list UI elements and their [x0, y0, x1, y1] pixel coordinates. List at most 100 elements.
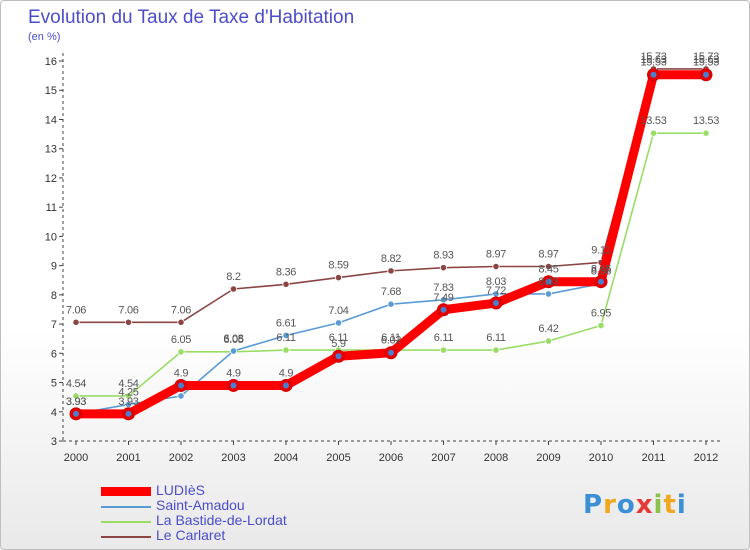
x-tick-label: 2002: [169, 452, 193, 464]
legend-swatch: [101, 487, 151, 496]
data-label: 7.06: [118, 304, 138, 316]
data-label: 8.03: [486, 276, 506, 288]
data-point: [492, 346, 500, 354]
proxiti-logo: Proxiti: [583, 490, 687, 520]
chart-title: Evolution du Taux de Taxe d'Habitation: [28, 7, 355, 28]
data-point: [177, 348, 185, 356]
data-label: 6.08: [223, 333, 243, 345]
legend-swatch: [101, 521, 151, 523]
data-label: 8.93: [433, 250, 453, 262]
data-point: [282, 331, 290, 340]
data-label: 8.2: [226, 271, 241, 283]
y-tick-label: 16: [45, 56, 57, 68]
data-label: 6.42: [538, 323, 558, 335]
y-tick-label: 5: [51, 378, 57, 390]
y-tick-label: 8: [51, 290, 57, 302]
data-point-center: [388, 349, 394, 356]
data-label: 6.11: [381, 332, 401, 344]
data-point: [597, 321, 605, 330]
data-point: [72, 392, 80, 400]
data-label: 8.82: [381, 253, 401, 265]
data-point-center: [73, 410, 79, 417]
data-point: [334, 273, 343, 282]
data-label: 6.05: [223, 334, 243, 346]
unit-label: (en %): [28, 31, 61, 43]
data-label: 6.61: [276, 317, 296, 329]
data-point: [439, 296, 448, 304]
x-tick-label: 2001: [116, 452, 140, 464]
data-label: 4.9: [174, 367, 189, 379]
data-label: 13.53: [693, 115, 719, 127]
data-label: 4.9: [226, 367, 241, 379]
data-point: [439, 264, 448, 272]
data-point: [282, 280, 290, 288]
y-tick-label: 11: [46, 202, 57, 214]
data-label: 8.59: [328, 260, 348, 272]
data-point: [124, 318, 133, 326]
legend-swatch: [101, 506, 151, 508]
legend-swatch: [101, 536, 151, 538]
data-point: [282, 346, 290, 354]
logo-letter: x: [635, 490, 654, 520]
data-label: 7.72: [486, 285, 506, 297]
data-point: [177, 318, 185, 326]
x-tick-label: 2000: [64, 452, 88, 464]
x-tick-label: 2008: [484, 452, 508, 464]
data-label: 6.11: [329, 332, 349, 344]
data-point: [229, 347, 238, 355]
x-tick-label: 2005: [326, 452, 350, 464]
data-point: [177, 392, 185, 400]
y-tick-label: 15: [45, 85, 57, 97]
data-label: 6.11: [486, 332, 506, 344]
y-tick-label: 4: [51, 407, 57, 419]
x-tick-label: 2009: [536, 452, 560, 464]
logo-letter: o: [616, 490, 636, 520]
data-label: 3.93: [66, 396, 86, 408]
x-tick-label: 2003: [221, 452, 245, 464]
data-label: 15.73: [693, 51, 719, 63]
data-label: 6.11: [434, 332, 454, 344]
data-point: [649, 129, 658, 137]
data-label: 13.53: [640, 115, 666, 127]
y-tick-label: 9: [51, 261, 57, 273]
data-point-center: [545, 278, 552, 285]
data-point: [702, 129, 710, 137]
data-label: 8.97: [486, 248, 506, 260]
data-label: 4.9: [279, 367, 294, 379]
data-point: [544, 290, 553, 298]
data-label: 7.06: [171, 304, 191, 316]
data-label: 15.63: [693, 54, 719, 66]
logo-letter: r: [603, 490, 617, 520]
data-label: 4.54: [66, 378, 86, 390]
data-label: 8.03: [538, 276, 558, 288]
series-line: [71, 70, 711, 419]
data-label: 8.36: [276, 266, 296, 278]
data-label: 6.11: [276, 332, 296, 344]
data-label: 8.45: [538, 264, 558, 276]
data-point-center: [650, 71, 657, 78]
y-tick-label: 7: [51, 319, 57, 331]
data-point-center: [493, 300, 499, 307]
data-label: 4.54: [118, 378, 138, 390]
data-point-center: [335, 353, 342, 360]
y-tick-label: 14: [45, 114, 57, 126]
x-tick-label: 2004: [274, 452, 298, 464]
data-point: [544, 262, 553, 271]
data-point-center: [703, 71, 709, 78]
data-point: [124, 392, 133, 400]
data-label: 4.25: [118, 386, 138, 398]
x-tick-label: 2012: [694, 452, 718, 464]
data-point: [492, 262, 500, 271]
y-tick-label: 13: [45, 144, 57, 156]
data-label: 15.53: [640, 57, 666, 69]
legend-label: La Bastide-de-Lordat: [156, 512, 287, 528]
data-label: 6.95: [591, 308, 611, 320]
data-label: 7.06: [66, 304, 86, 316]
data-point: [72, 318, 80, 326]
legend-label: LUDIèS: [156, 482, 206, 498]
data-label: 15.73: [640, 51, 666, 63]
data-point: [229, 285, 238, 293]
x-tick-label: 2006: [379, 452, 403, 464]
